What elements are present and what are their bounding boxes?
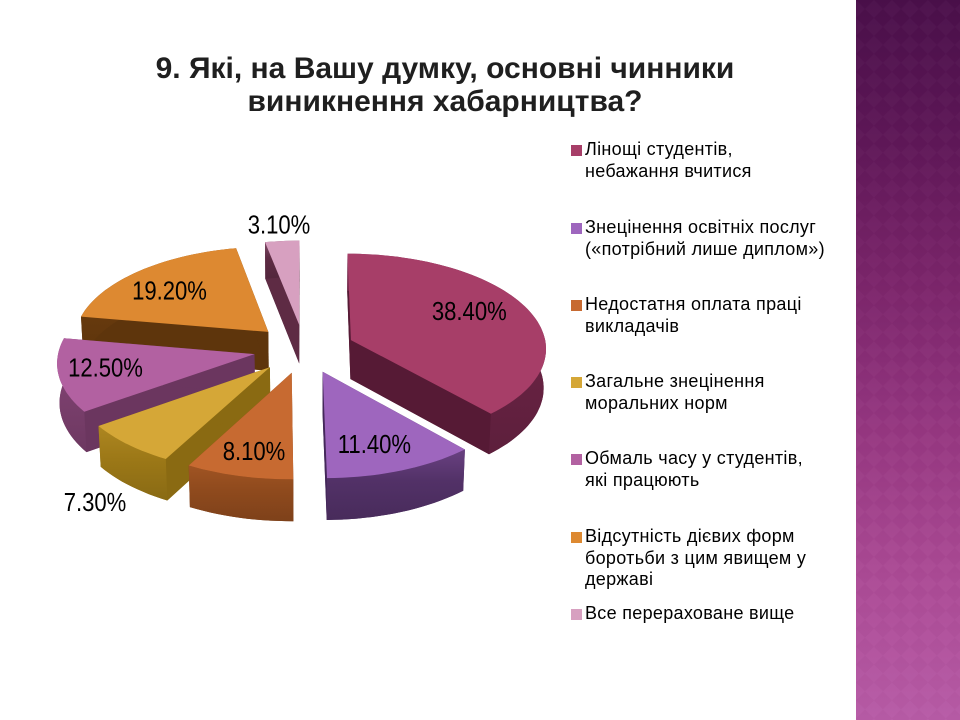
svg-text:12.50%: 12.50% [68,354,143,383]
svg-text:7.30%: 7.30% [64,488,127,517]
svg-text:19.20%: 19.20% [132,277,207,306]
svg-text:38.40%: 38.40% [432,297,507,326]
svg-text:3.10%: 3.10% [248,211,311,240]
svg-text:11.40%: 11.40% [338,430,411,459]
svg-text:8.10%: 8.10% [223,437,286,466]
